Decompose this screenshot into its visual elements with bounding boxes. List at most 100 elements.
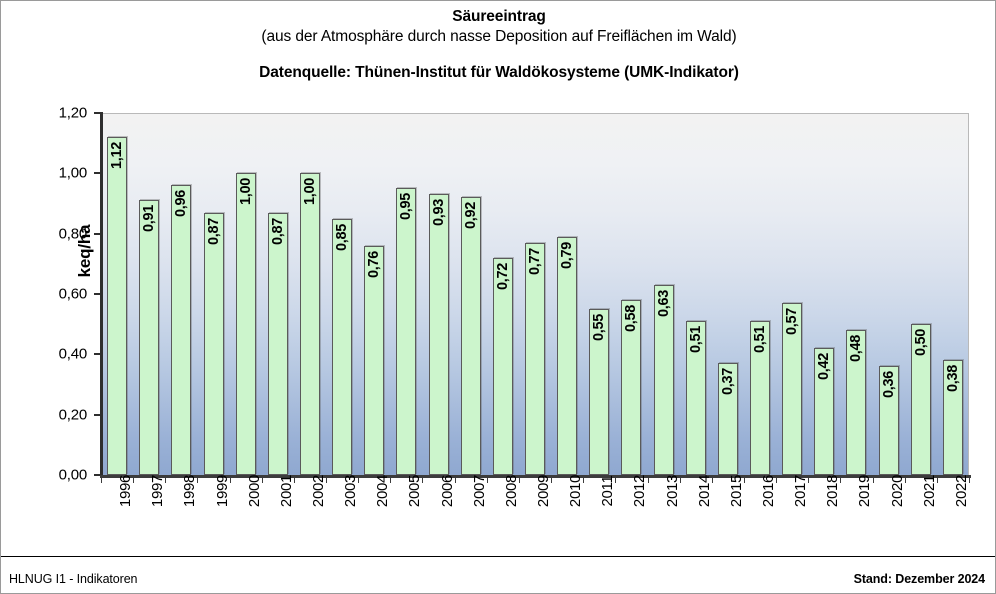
bar[interactable]: 0,48 bbox=[846, 330, 867, 475]
bar-slot: 0,95 bbox=[390, 113, 422, 475]
y-axis-tick-label: 0,40 bbox=[58, 345, 88, 363]
bar[interactable]: 0,36 bbox=[878, 366, 899, 475]
bar[interactable]: 0,63 bbox=[653, 284, 674, 475]
y-axis-tick-mark bbox=[94, 172, 100, 175]
bar-slot: 0,48 bbox=[840, 113, 872, 475]
bar-slot: 0,96 bbox=[165, 113, 197, 475]
bar[interactable]: 1,12 bbox=[107, 137, 128, 475]
x-axis-tick-mark bbox=[679, 476, 681, 483]
bar-slot: 0,87 bbox=[262, 113, 294, 475]
data-source-line: Datenquelle: Thünen-Institut für Waldöko… bbox=[259, 64, 739, 81]
y-axis-tick-mark bbox=[94, 353, 100, 356]
bar[interactable]: 0,51 bbox=[685, 321, 706, 475]
y-axis-tick-label: 1,20 bbox=[58, 104, 88, 122]
x-axis-tick-mark bbox=[454, 476, 456, 483]
bar[interactable]: 0,58 bbox=[621, 300, 642, 475]
x-axis-tick-mark bbox=[101, 476, 102, 483]
bar-value-label: 0,38 bbox=[944, 365, 961, 393]
x-axis-tick-mark bbox=[197, 476, 199, 483]
bar[interactable]: 0,87 bbox=[267, 212, 288, 475]
bar[interactable]: 0,51 bbox=[750, 321, 771, 475]
bar-value-label: 0,77 bbox=[526, 247, 543, 275]
bar-value-label: 0,48 bbox=[848, 335, 865, 363]
x-axis-tick-mark bbox=[518, 476, 520, 483]
bar-slot: 0,38 bbox=[937, 113, 969, 475]
footer-divider bbox=[1, 556, 995, 557]
bar-slot: 0,72 bbox=[487, 113, 519, 475]
bar-value-label: 0,51 bbox=[687, 326, 704, 354]
plot-wrapper: 0,00 0,20 0,40 0,60 0,80 1,00 1,20 1,12 0,91 0,9… bbox=[59, 105, 971, 507]
x-axis-tick-mark bbox=[776, 476, 778, 483]
x-axis-tick-mark bbox=[583, 476, 585, 483]
bar-slot: 0,37 bbox=[712, 113, 744, 475]
bar-slot: 0,91 bbox=[133, 113, 165, 475]
bar-value-label: 0,79 bbox=[559, 241, 576, 269]
bar[interactable]: 0,92 bbox=[460, 197, 481, 475]
bar[interactable]: 0,95 bbox=[396, 188, 417, 475]
y-axis-tick-mark bbox=[94, 112, 100, 114]
bar-slot: 0,58 bbox=[615, 113, 647, 475]
y-axis-tick-label: 0,00 bbox=[58, 466, 88, 484]
x-axis-tick-mark bbox=[840, 476, 842, 483]
bar-slot: 0,36 bbox=[873, 113, 905, 475]
bar[interactable]: 0,42 bbox=[814, 348, 835, 475]
bar[interactable]: 0,50 bbox=[910, 324, 931, 475]
bar[interactable]: 0,77 bbox=[524, 242, 545, 475]
y-axis-tick-label: 1,00 bbox=[58, 164, 88, 182]
bar[interactable]: 0,93 bbox=[428, 194, 449, 475]
y-axis-tick-mark bbox=[94, 293, 100, 295]
y-axis-tick-label: 0,80 bbox=[58, 225, 88, 243]
bar[interactable]: 0,55 bbox=[589, 309, 610, 475]
bar[interactable]: 0,72 bbox=[492, 257, 513, 475]
bar[interactable]: 1,00 bbox=[299, 173, 320, 475]
bar-slot: 0,93 bbox=[422, 113, 454, 475]
footer: HLNUG I1 - Indikatoren Stand: Dezember 2… bbox=[1, 564, 995, 593]
bar-slot: 1,00 bbox=[294, 113, 326, 475]
x-axis-tick-mark bbox=[711, 476, 713, 483]
bar[interactable]: 0,96 bbox=[171, 185, 192, 475]
x-axis-tick-mark bbox=[615, 476, 617, 483]
bar-value-label: 0,57 bbox=[784, 308, 801, 336]
bar[interactable]: 0,37 bbox=[717, 363, 738, 475]
x-axis-tick-mark bbox=[326, 476, 328, 483]
bar[interactable]: 0,76 bbox=[364, 245, 385, 475]
x-axis-tick-mark bbox=[904, 476, 906, 483]
bar-value-label: 1,00 bbox=[237, 178, 254, 206]
x-axis-tick-mark bbox=[743, 476, 745, 483]
page-subtitle: (aus der Atmosphäre durch nasse Depositi… bbox=[261, 28, 737, 45]
bar-slot: 0,57 bbox=[776, 113, 808, 475]
bar-slot: 0,51 bbox=[680, 113, 712, 475]
y-axis-tick-mark bbox=[94, 413, 100, 416]
page-title: Säureeintrag bbox=[452, 8, 546, 25]
bar-slot: 0,63 bbox=[648, 113, 680, 475]
bar[interactable]: 1,00 bbox=[235, 173, 256, 475]
x-axis-tick-mark bbox=[872, 476, 874, 483]
bar[interactable]: 0,85 bbox=[332, 218, 353, 475]
bar[interactable]: 0,38 bbox=[942, 360, 963, 475]
footer-right-text: Stand: Dezember 2024 bbox=[853, 572, 985, 586]
bar-slot: 0,87 bbox=[197, 113, 229, 475]
bar-value-label: 1,12 bbox=[109, 142, 126, 170]
bar[interactable]: 0,79 bbox=[557, 236, 578, 475]
bar-value-label: 0,37 bbox=[719, 368, 736, 396]
x-axis-tick-mark bbox=[486, 476, 488, 483]
bar-slot: 0,77 bbox=[519, 113, 551, 475]
bar-value-label: 0,95 bbox=[398, 193, 415, 221]
bar-value-label: 0,42 bbox=[816, 353, 833, 381]
bar-value-label: 0,96 bbox=[173, 190, 190, 218]
bar[interactable]: 0,57 bbox=[782, 303, 803, 475]
bar-slot: 0,76 bbox=[358, 113, 390, 475]
bar[interactable]: 0,87 bbox=[203, 212, 224, 475]
bar-value-label: 0,93 bbox=[430, 199, 447, 227]
bar-value-label: 1,00 bbox=[301, 178, 318, 206]
x-axis-tick-mark bbox=[390, 476, 392, 483]
y-axis-line bbox=[100, 112, 103, 476]
x-axis-tick-mark bbox=[936, 476, 938, 483]
y-axis-tick-mark bbox=[94, 232, 100, 235]
bar[interactable]: 0,91 bbox=[139, 200, 160, 475]
bar-slot: 0,50 bbox=[905, 113, 937, 475]
bar-value-label: 0,87 bbox=[269, 217, 286, 245]
bar-value-label: 0,50 bbox=[912, 329, 929, 357]
x-axis-tick-mark bbox=[165, 476, 167, 483]
bar-slot: 0,92 bbox=[455, 113, 487, 475]
